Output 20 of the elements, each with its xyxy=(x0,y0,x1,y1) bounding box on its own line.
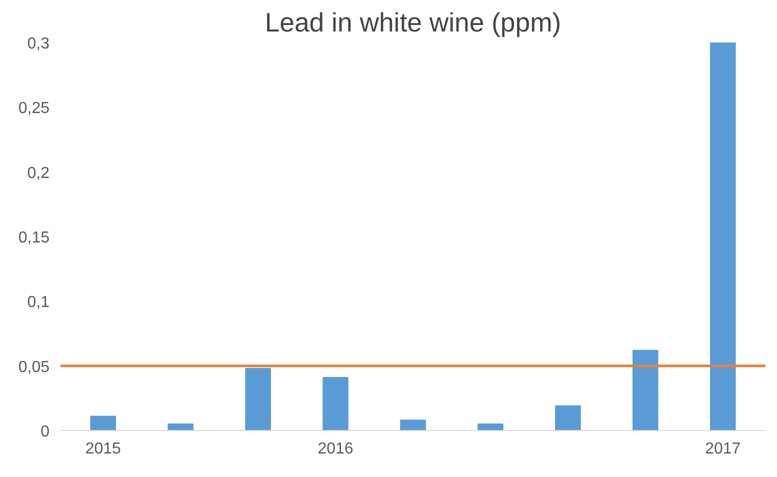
y-tick-label: 0,05 xyxy=(18,358,50,376)
y-tick-label: 0 xyxy=(40,424,50,440)
bar xyxy=(478,424,504,430)
x-tick-label: 2017 xyxy=(705,440,741,458)
bar xyxy=(710,42,736,430)
bar xyxy=(400,420,426,430)
y-tick-label: 0,25 xyxy=(18,100,50,118)
bar xyxy=(632,350,658,430)
bar xyxy=(168,424,194,430)
y-tick-label: 0,15 xyxy=(18,230,50,246)
bar xyxy=(90,416,116,430)
y-tick-label: 0,1 xyxy=(27,294,50,312)
bar xyxy=(555,405,581,430)
bar xyxy=(322,376,348,430)
x-tick-label: 2015 xyxy=(85,440,122,458)
bar xyxy=(245,368,271,430)
y-tick-label: 0,3 xyxy=(27,36,50,52)
x-tick-label: 2016 xyxy=(318,440,354,458)
y-tick-label: 0,2 xyxy=(27,164,50,182)
chart-title: Lead in white wine (ppm) xyxy=(264,8,562,38)
